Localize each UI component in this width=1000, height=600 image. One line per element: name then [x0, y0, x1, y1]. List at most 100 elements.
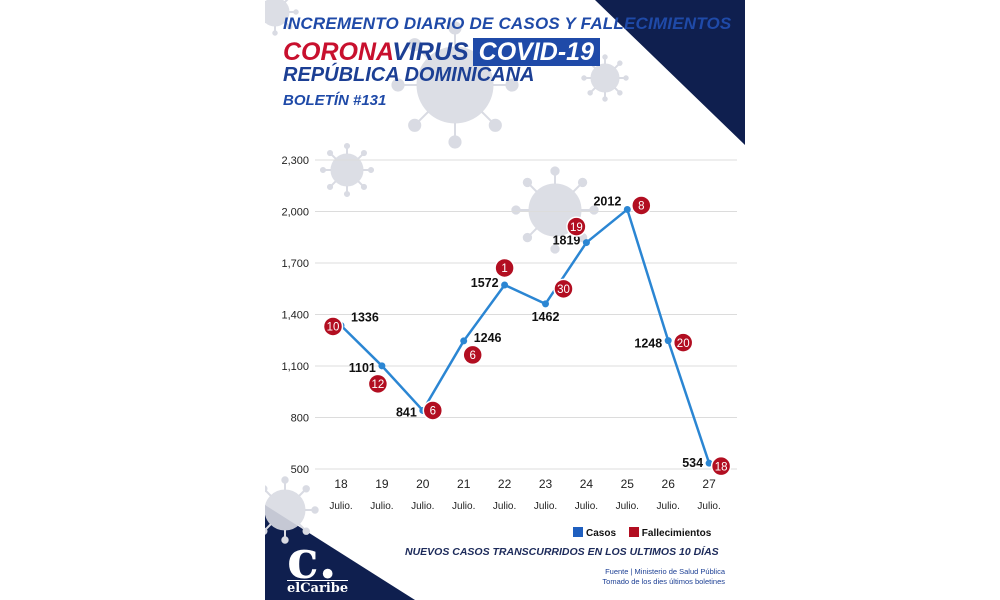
- top-right-navy-corner: [595, 0, 745, 145]
- x-tick-sublabel: Julio.: [534, 501, 557, 512]
- y-tick-label: 800: [291, 413, 309, 425]
- deaths-value-label: 6: [469, 350, 475, 362]
- virus-icon: [319, 142, 375, 198]
- y-axis-labels: 2,300 2,000 1,700 1,400 1,100 800 500: [281, 155, 309, 476]
- x-tick-sublabel: Julio.: [493, 501, 516, 512]
- virus-illustrations: [265, 0, 629, 544]
- legend-deaths-label: Fallecimientos: [641, 528, 712, 539]
- covid-badge: COVID-19: [472, 38, 600, 66]
- cases-value-label: 534: [682, 456, 703, 470]
- deaths-swatch: [628, 527, 639, 537]
- x-tick-label: 25: [621, 477, 635, 491]
- virus-icon: [265, 476, 319, 544]
- virus-word: VIRUS: [392, 38, 469, 66]
- x-tick-sublabel: Julio.: [575, 501, 598, 512]
- virus-icon: [391, 21, 519, 149]
- x-tick-sublabel: Julio.: [616, 501, 639, 512]
- deaths-badge: [631, 195, 652, 216]
- x-tick-label: 24: [580, 477, 594, 491]
- x-tick-sublabel: Julio.: [452, 501, 475, 512]
- deaths-value-label: 12: [372, 379, 385, 391]
- chart-subtitle: NUEVOS CASOS TRANSCURRIDOS EN LOS ULTIMO…: [405, 546, 719, 558]
- cases-value-label: 1462: [532, 310, 560, 324]
- source-note: Fuente | Ministerio de Salud Pública Tom…: [602, 567, 725, 587]
- deaths-badge: [566, 216, 587, 237]
- cases-value-label: 2012: [593, 194, 621, 208]
- deaths-badge: [422, 400, 444, 421]
- chart-legend: Casos Fallecimientos: [573, 527, 721, 539]
- cases-series-line: [340, 208, 711, 464]
- cases-point: [623, 205, 631, 213]
- y-tick-label: 2,000: [281, 207, 309, 219]
- bulletin-number: BOLETÍN #131: [283, 92, 387, 109]
- cases-value-label: 1819: [553, 234, 581, 248]
- cases-swatch: [573, 527, 583, 537]
- x-tick-sublabel: Julio.: [329, 501, 352, 512]
- cases-value-label: 841: [396, 405, 417, 419]
- x-tick-sublabel: Julio.: [697, 501, 720, 512]
- x-tick-label: 18: [334, 477, 348, 491]
- cases-value-label: 1248: [634, 337, 662, 351]
- deaths-value-label: 19: [570, 222, 583, 234]
- cases-value-label: 1336: [351, 310, 379, 324]
- deaths-badge: [494, 257, 515, 279]
- country-title: REPÚBLICA DOMINICANA: [283, 64, 535, 86]
- x-tick-label: 19: [375, 477, 389, 491]
- elcaribe-logo-wordmark: elCaribe: [287, 580, 349, 596]
- deaths-badge: [553, 278, 574, 300]
- x-tick-sublabel: Julio.: [411, 501, 434, 512]
- x-tick-sublabel: Julio.: [370, 501, 393, 512]
- deaths-value-label: 30: [557, 284, 570, 296]
- x-tick-label: 22: [498, 477, 512, 491]
- cases-value-label: 1101: [349, 361, 376, 375]
- coronavirus-title: CORONAVIRUS COVID-19: [283, 38, 600, 67]
- cases-point: [460, 337, 468, 345]
- cases-value-label: 1246: [474, 331, 502, 345]
- x-tick-label: 20: [416, 477, 430, 491]
- cases-point: [664, 337, 672, 345]
- x-tick-label: 21: [457, 477, 471, 491]
- background-decoration: [265, 0, 745, 600]
- corona-word: CORONA: [283, 38, 393, 66]
- legend-item-cases: Casos: [573, 527, 617, 539]
- x-tick-label: 27: [702, 477, 716, 491]
- cases-point: [501, 281, 509, 289]
- deaths-value-label: 18: [715, 461, 728, 473]
- x-tick-label: 26: [662, 477, 676, 491]
- x-tick-label: 23: [539, 477, 553, 491]
- x-axis-labels: 18 Julio. 19 Julio. 20 Julio. 21 Julio. 22 Julio.…: [329, 477, 720, 512]
- y-tick-label: 500: [291, 464, 309, 476]
- cases-points: [337, 205, 713, 467]
- virus-icon: [265, 0, 299, 36]
- cases-point: [582, 239, 590, 247]
- deaths-value-label: 8: [638, 201, 644, 213]
- deaths-badge: [672, 332, 694, 353]
- cases-point: [542, 300, 549, 308]
- cases-point: [378, 362, 386, 370]
- chart-grid: [315, 159, 737, 470]
- deaths-value-label: 6: [430, 406, 436, 418]
- deaths-value-label: 20: [677, 338, 690, 350]
- deaths-value-label: 10: [327, 322, 340, 334]
- x-tick-sublabel: Julio.: [657, 501, 680, 512]
- y-tick-label: 2,300: [281, 155, 309, 167]
- legend-cases-label: Casos: [586, 528, 617, 539]
- deaths-badges: 10 12 6 6 1 30 19 8 20 18: [322, 195, 732, 477]
- y-tick-label: 1,100: [281, 361, 309, 373]
- source-line-2: Tomado de los dies últimos boletines: [602, 577, 725, 586]
- headline: INCREMENTO DIARIO DE CASOS Y FALLECIMIEN…: [283, 14, 732, 33]
- legend-item-deaths: Fallecimientos: [628, 527, 712, 539]
- source-line-1: Fuente | Ministerio de Salud Pública: [605, 567, 725, 576]
- deaths-badge: [322, 316, 344, 337]
- deaths-badge: [462, 344, 483, 366]
- infographic-poster: INCREMENTO DIARIO DE CASOS Y FALLECIMIEN…: [265, 0, 745, 600]
- cases-value-label: 1572: [471, 276, 499, 290]
- cases-point: [705, 459, 713, 467]
- deaths-badge: [710, 455, 732, 477]
- y-tick-label: 1,400: [281, 310, 309, 322]
- deaths-badge: [367, 373, 389, 395]
- deaths-value-label: 1: [501, 263, 507, 275]
- y-tick-label: 1,700: [281, 258, 309, 270]
